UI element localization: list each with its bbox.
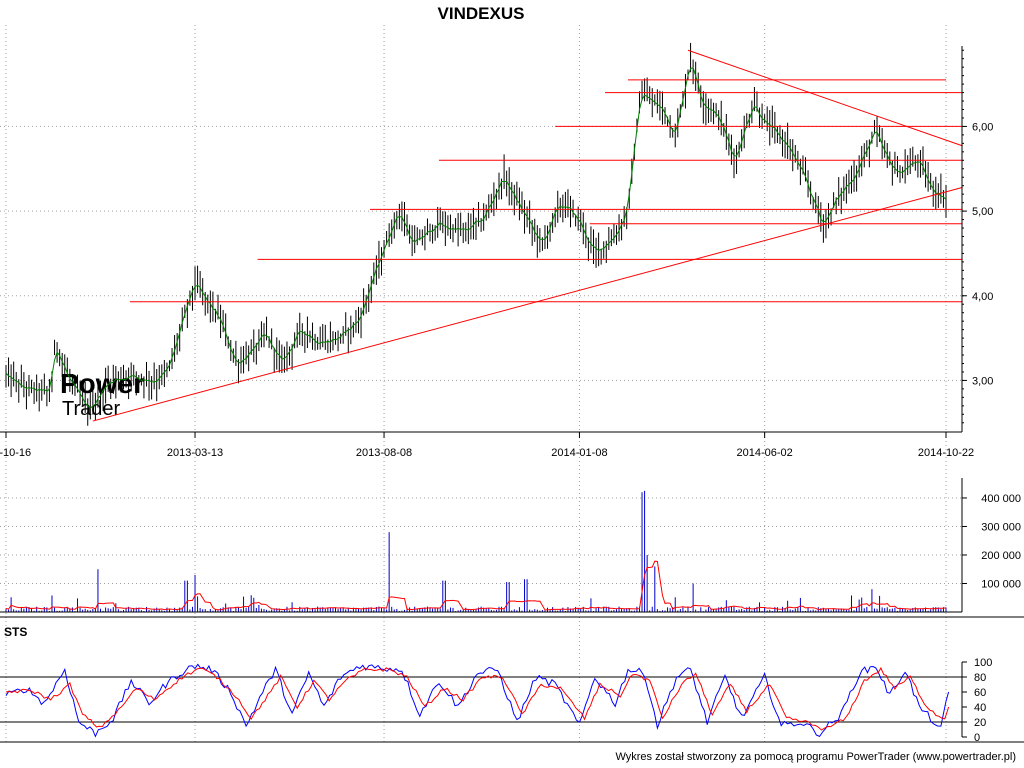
sts-fast-line [5, 663, 950, 738]
price-panel: Power Trader [5, 42, 963, 426]
date-tick-label: 2013-03-13 [167, 447, 223, 459]
sts-slow-line [5, 666, 950, 731]
volume-panel [0, 490, 962, 613]
sts-tick-label: 60 [974, 687, 986, 699]
price-line [5, 67, 947, 409]
date-tick-label: 2014-10-22 [918, 447, 974, 459]
sts-tick-label: 20 [974, 717, 986, 729]
sts-panel-title: STS [4, 625, 27, 639]
chart-title: VINDEXUS [438, 4, 525, 23]
price-tick-label: 6,00 [972, 121, 993, 133]
sts-tick-label: 80 [974, 672, 986, 684]
grid-lines [0, 25, 962, 742]
date-tick-label: 2012-10-16 [0, 447, 31, 459]
volume-tick-label: 400 000 [981, 493, 1021, 505]
price-tick-label: 3,00 [972, 375, 993, 387]
price-tick-label: 4,00 [972, 291, 993, 303]
volume-tick-label: 100 000 [981, 578, 1021, 590]
axes: 3,00 4,00 5,00 6,00 2012-10-16 2013-03-13 2013… [0, 46, 1024, 744]
watermark-trader: Trader [62, 398, 121, 420]
volume-moving-average [5, 560, 947, 611]
sts-tick-label: 40 [974, 702, 986, 714]
sts-panel [0, 663, 962, 738]
footer-credit: Wykres został stworzony za pomocą progra… [615, 751, 1016, 763]
trendline [92, 186, 963, 422]
date-tick-label: 2014-01-08 [551, 447, 607, 459]
date-tick-label: 2013-08-08 [356, 447, 412, 459]
price-tick-label: 5,00 [972, 206, 993, 218]
volume-tick-label: 300 000 [981, 521, 1021, 533]
volume-tick-label: 200 000 [981, 550, 1021, 562]
sts-tick-label: 0 [974, 732, 980, 744]
date-tick-label: 2014-06-02 [737, 447, 793, 459]
trendline [687, 49, 963, 147]
sts-tick-label: 100 [974, 657, 992, 669]
